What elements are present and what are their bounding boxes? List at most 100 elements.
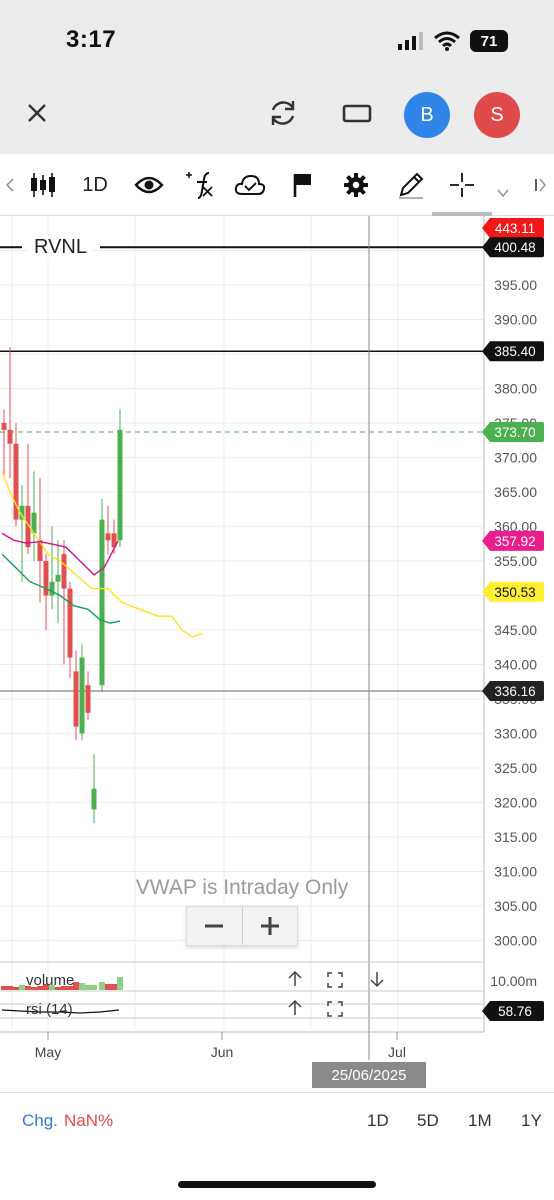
price-tag-text: 400.48: [494, 240, 535, 255]
battery-icon: 71: [470, 30, 508, 52]
period-1d-button[interactable]: 1D: [367, 1111, 389, 1130]
plus-icon: [260, 917, 279, 935]
settings-button[interactable]: [340, 168, 372, 202]
candle-body: [49, 581, 55, 596]
volume-move-down-icon: [370, 972, 384, 988]
vwap-line: [1, 471, 203, 638]
volume-bar: [91, 985, 97, 990]
period-5d-button[interactable]: 5D: [417, 1111, 439, 1130]
x-tick-label: Jul: [388, 1044, 406, 1060]
volume-bar: [13, 987, 19, 990]
status-bar: 3:17 71: [0, 0, 554, 80]
cloud-save-button[interactable]: [232, 168, 268, 202]
price-tag-text: 58.76: [498, 1004, 532, 1019]
tag-357: 357.92: [482, 530, 544, 551]
volume-bar: [43, 984, 49, 990]
y-tick-label: 360.00: [494, 519, 537, 535]
price-tag-text: 350.53: [494, 585, 535, 600]
candle-body: [85, 685, 91, 713]
y-tick-label: 345.00: [494, 622, 537, 638]
y-tick-label: 340.00: [494, 657, 537, 673]
volume-bar: [61, 986, 67, 990]
candle-body: [61, 554, 67, 589]
volume-bar: [85, 985, 91, 990]
y-tick-label: 315.00: [494, 829, 537, 845]
volume-bar: [19, 985, 25, 990]
x-tick-label: May: [35, 1044, 61, 1060]
pencil-icon: [399, 172, 424, 199]
price-tag-bg: [482, 421, 544, 442]
scroll-right-button[interactable]: [530, 168, 550, 202]
home-indicator[interactable]: [178, 1181, 376, 1188]
period-1y-button[interactable]: 1Y: [521, 1111, 542, 1130]
crosshair-date-badge: 25/06/2025: [312, 1062, 426, 1088]
signal-icon: [398, 32, 423, 50]
window-button[interactable]: [340, 98, 374, 128]
candle-body: [25, 505, 31, 548]
symbol-label: RVNL: [30, 236, 91, 259]
volume-bar: [49, 985, 55, 990]
volume-bar: [105, 984, 111, 990]
y-tick-label: 355.00: [494, 553, 537, 569]
volume-bar: [117, 977, 123, 990]
volume-move-up-icon: [288, 970, 302, 986]
volume-bar: [31, 987, 37, 990]
cloud-check-icon: [234, 174, 266, 195]
status-icons: 71: [398, 30, 508, 52]
y-tick-label: 305.00: [494, 898, 537, 914]
crosshair-button[interactable]: [446, 168, 478, 202]
price-tag-text: 357.92: [494, 534, 535, 549]
candle-body: [73, 671, 79, 727]
volume-maximize-icon: [327, 972, 343, 988]
active-tool-indicator: [432, 212, 492, 216]
price-tag-text: 443.11: [495, 221, 535, 236]
candle-body: [55, 574, 61, 582]
avatar-b[interactable]: B: [404, 92, 450, 138]
gear-icon: [344, 173, 368, 197]
candle-body: [79, 657, 85, 734]
price-chart[interactable]: 395.00390.00380.00375.00370.00365.00360.…: [0, 216, 554, 1090]
indicators-button[interactable]: [184, 168, 216, 202]
volume-bar: [7, 986, 13, 990]
price-tag-bg: [482, 581, 544, 602]
visibility-button[interactable]: [132, 168, 166, 202]
candle-body: [37, 540, 43, 561]
tag-373: 373.70: [482, 421, 544, 442]
y-tick-label: 325.00: [494, 760, 537, 776]
chevron-down-icon: [497, 189, 509, 198]
scroll-left-button[interactable]: [2, 168, 18, 202]
ma-line-green: [1, 553, 121, 624]
price-tag-text: 336.16: [494, 684, 535, 699]
volume-bar: [55, 987, 61, 990]
tag-350: 350.53: [482, 581, 544, 602]
candlestick-type-button[interactable]: [26, 168, 60, 202]
price-tag-bg: [482, 530, 544, 551]
candle-body: [105, 533, 111, 541]
more-dropdown-button[interactable]: [494, 176, 512, 210]
period-1m-button[interactable]: 1M: [468, 1111, 492, 1130]
candle-body: [1, 423, 7, 430]
volume-bar: [99, 982, 105, 990]
candle-body: [7, 429, 13, 444]
candlestick-icon: [31, 173, 55, 197]
volume-bar: [37, 986, 43, 990]
volume-bar: [67, 986, 73, 990]
chart-toolbar: 1D: [0, 154, 554, 216]
flag-button[interactable]: [288, 168, 318, 202]
close-button[interactable]: [22, 98, 52, 128]
candle-body: [99, 519, 105, 686]
draw-button[interactable]: [394, 168, 428, 202]
interval-button[interactable]: 1D: [82, 173, 108, 196]
status-time: 3:17: [66, 26, 117, 53]
candle-body: [91, 788, 97, 810]
zoom-in-button[interactable]: [241, 907, 297, 945]
zoom-out-button[interactable]: [187, 907, 242, 945]
x-tick-label: Jun: [211, 1044, 234, 1060]
refresh-button[interactable]: [266, 96, 300, 130]
avatar-s[interactable]: S: [474, 92, 520, 138]
price-tag-bg: [482, 1001, 544, 1021]
change-value: NaN%: [64, 1111, 114, 1130]
volume-bar: [73, 982, 79, 990]
y-tick-label: 365.00: [494, 484, 537, 500]
candle-body: [13, 443, 19, 520]
